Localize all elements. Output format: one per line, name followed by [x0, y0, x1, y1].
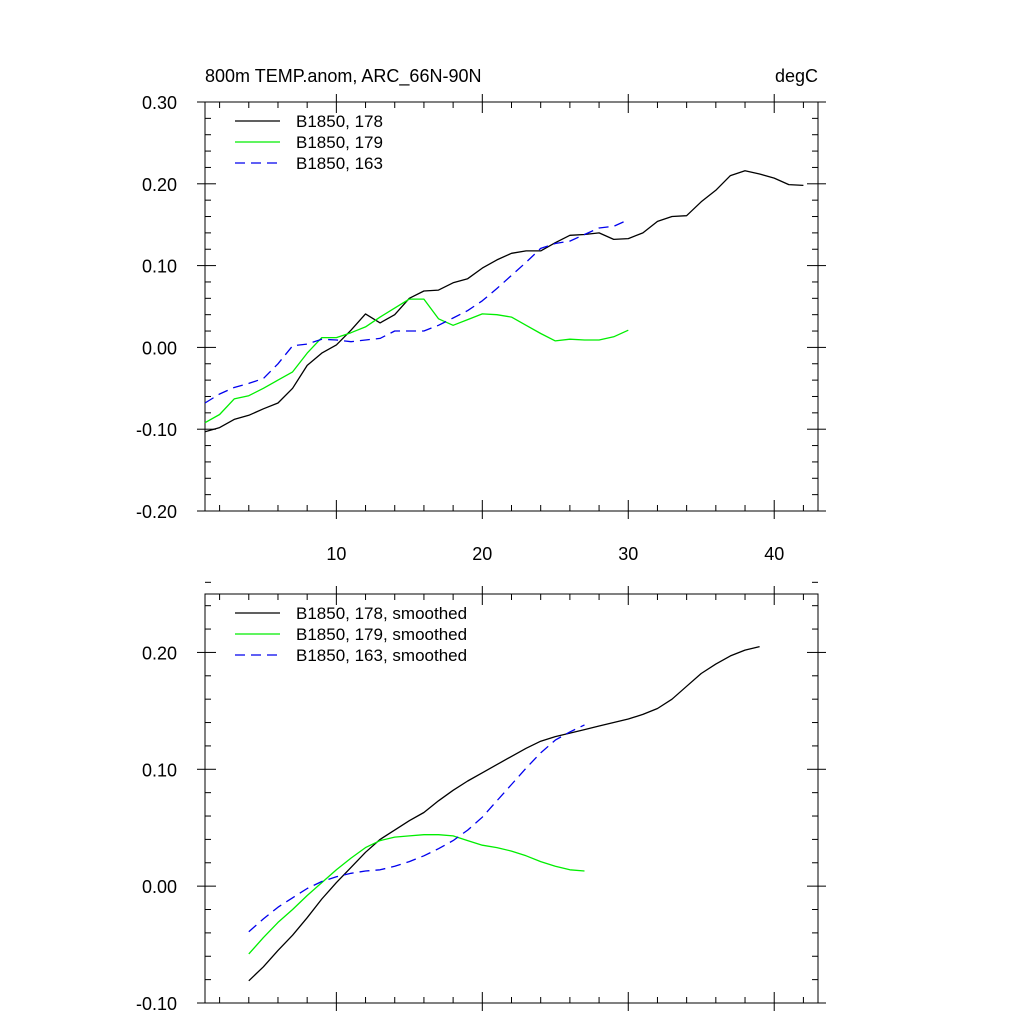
legend-label-2: B1850, 179	[296, 133, 383, 152]
series-line-2	[248, 834, 585, 955]
legend-label-1: B1850, 178, smoothed	[296, 604, 467, 623]
x-tick-label: 10	[326, 544, 346, 564]
legend-label-3: B1850, 163	[296, 154, 383, 173]
chart-panel-2: -0.10 0.00 0.10 0.20 B1850, 178, smoothed B18…	[136, 581, 826, 1014]
y-tick-label: 0.20	[142, 643, 177, 663]
x-tick-label: 30	[618, 544, 638, 564]
chart-title: 800m TEMP.anom, ARC_66N-90N	[205, 66, 481, 87]
series-line-3	[204, 219, 629, 404]
series-line-1	[248, 645, 760, 982]
units-label: degC	[775, 66, 818, 86]
chart-panel-1: 800m TEMP.anom, ARC_66N-90N degC -0.20 -0.1…	[136, 66, 826, 564]
y-tick-label: -0.20	[136, 502, 177, 522]
y-tick-label: 0.20	[142, 175, 177, 195]
y-tick-label: 0.00	[142, 338, 177, 358]
y-tick-label: 0.00	[142, 877, 177, 897]
series-line-1	[204, 170, 804, 433]
legend-label-1: B1850, 178	[296, 112, 383, 131]
y-tick-label: 0.10	[142, 257, 177, 277]
series-line-3	[248, 724, 585, 933]
legend-label-2: B1850, 179, smoothed	[296, 625, 467, 644]
y-tick-label: 0.10	[142, 760, 177, 780]
legend-label-3: B1850, 163, smoothed	[296, 646, 467, 665]
y-tick-label: -0.10	[136, 994, 177, 1014]
y-tick-label: 0.30	[142, 93, 177, 113]
series-line-2	[204, 298, 629, 424]
x-tick-label: 40	[764, 544, 784, 564]
x-tick-label: 20	[472, 544, 492, 564]
y-tick-label: -0.10	[136, 420, 177, 440]
